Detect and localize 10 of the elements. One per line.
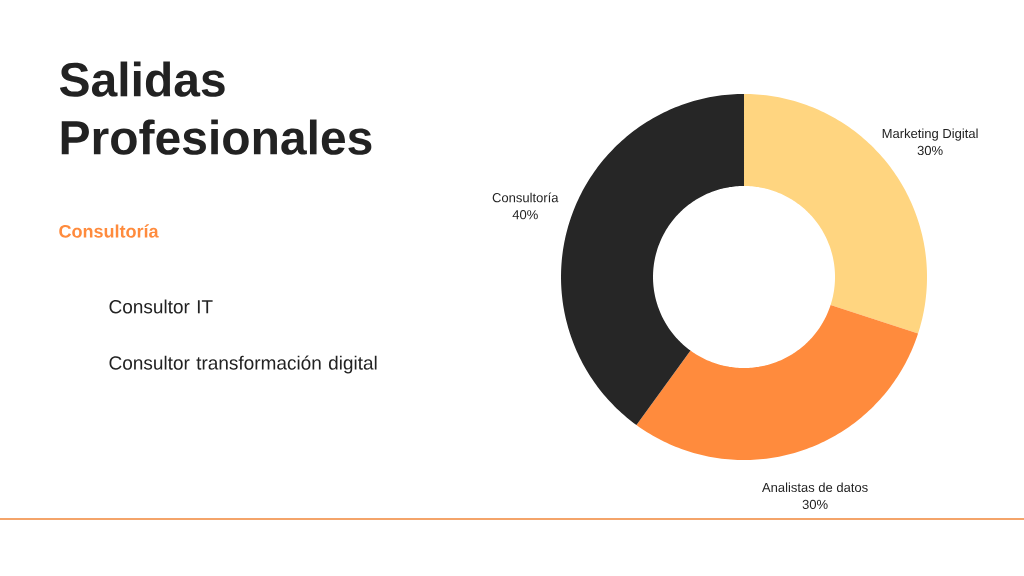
- data-label: 30%: [802, 499, 828, 510]
- data-label: 40%: [512, 210, 538, 220]
- text: Consultor IT: [109, 299, 213, 314]
- data-label: 30%: [917, 145, 943, 156]
- text: Consultoría: [59, 224, 159, 238]
- slice-label: Analistas de datos: [762, 482, 868, 493]
- slice-label: Marketing Digital: [882, 128, 978, 141]
- text: Consultor transformación digital: [109, 355, 377, 374]
- chart-title: Salidas Profesionales: [59, 61, 372, 155]
- slice-label: Consultoría: [492, 192, 559, 203]
